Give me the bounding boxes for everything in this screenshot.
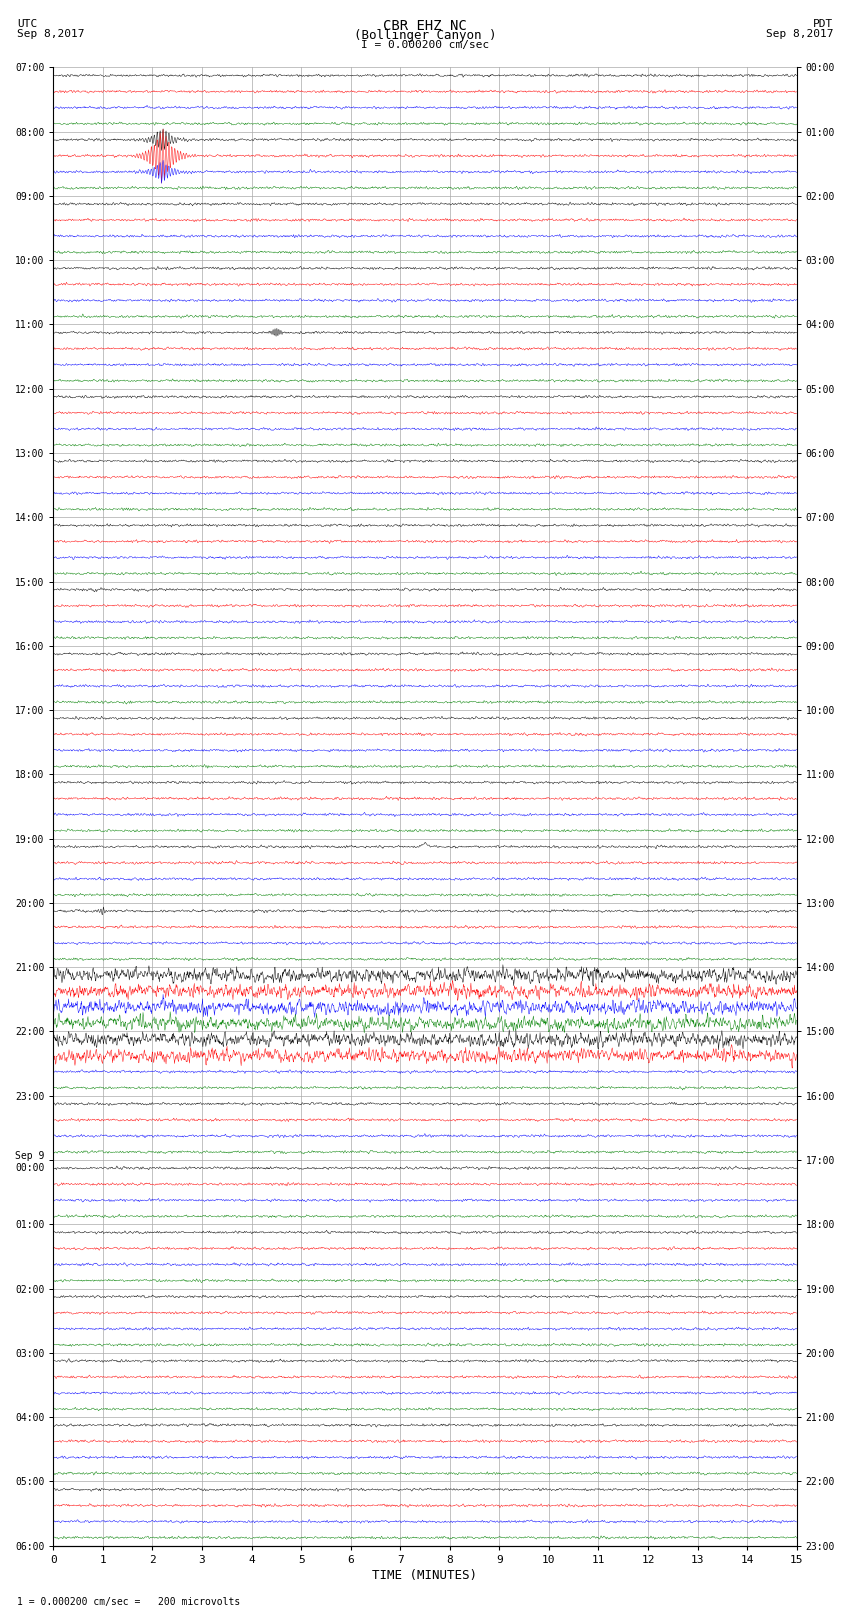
Text: 1 = 0.000200 cm/sec =   200 microvolts: 1 = 0.000200 cm/sec = 200 microvolts — [17, 1597, 241, 1607]
Text: I = 0.000200 cm/sec: I = 0.000200 cm/sec — [361, 40, 489, 50]
Text: Sep 8,2017: Sep 8,2017 — [17, 29, 84, 39]
Text: CBR EHZ NC: CBR EHZ NC — [383, 19, 467, 34]
Text: Sep 8,2017: Sep 8,2017 — [766, 29, 833, 39]
X-axis label: TIME (MINUTES): TIME (MINUTES) — [372, 1569, 478, 1582]
Text: UTC: UTC — [17, 19, 37, 29]
Text: (Bollinger Canyon ): (Bollinger Canyon ) — [354, 29, 496, 42]
Text: PDT: PDT — [813, 19, 833, 29]
